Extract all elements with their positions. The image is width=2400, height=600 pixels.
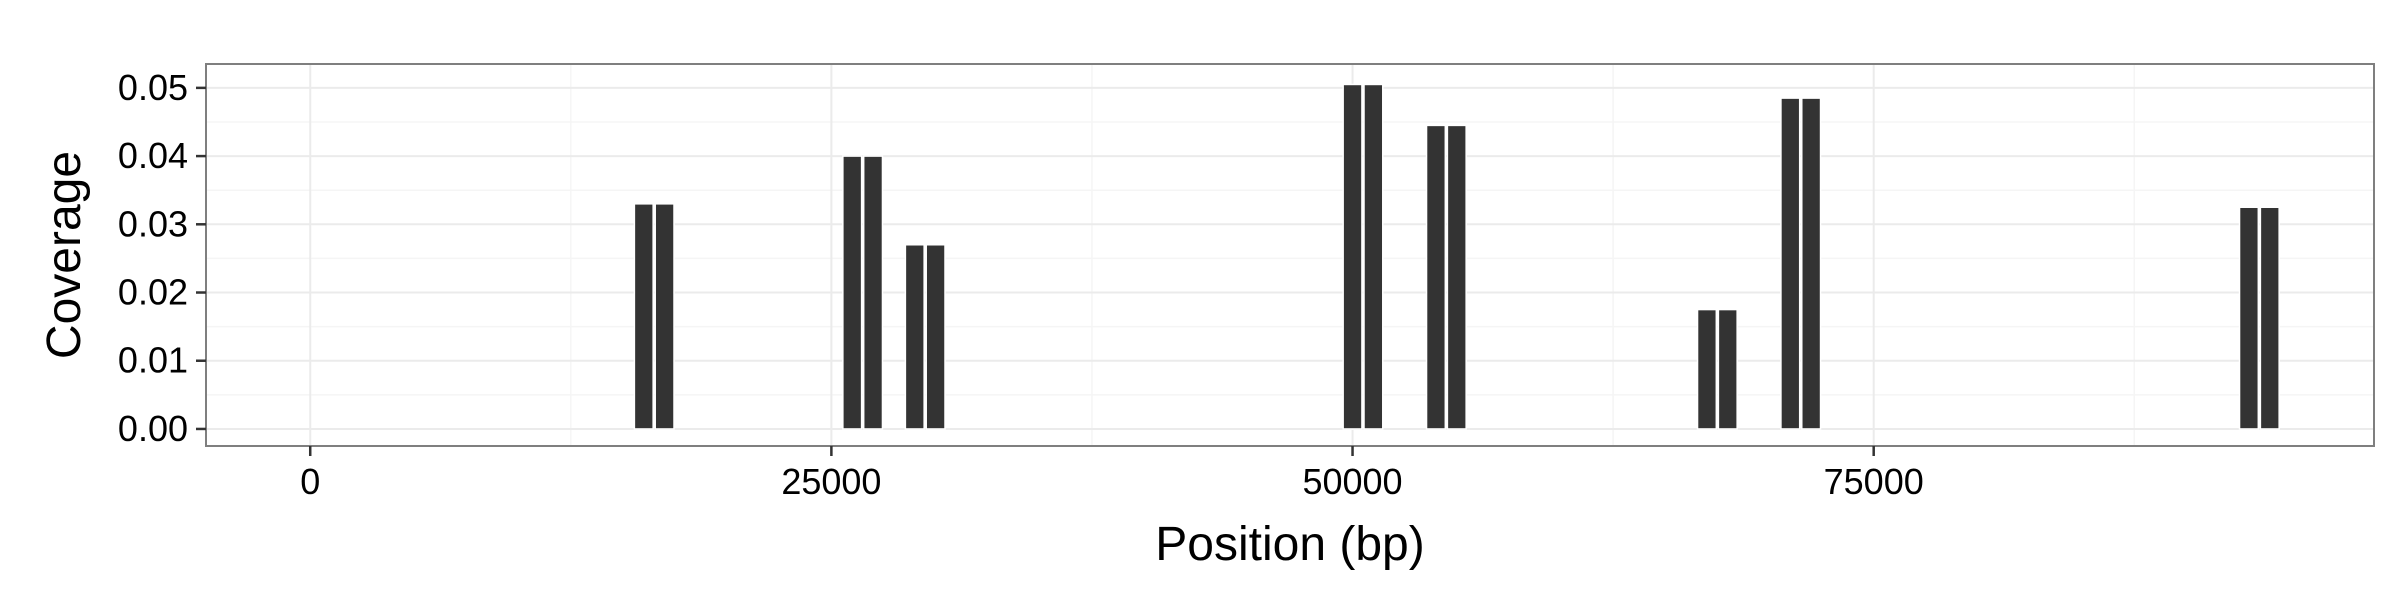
coverage-bar [904,244,925,430]
coverage-bar [654,203,675,430]
y-tick-label: 0.01 [118,340,188,381]
x-tick-label: 0 [300,461,320,502]
coverage-bar [1425,124,1447,430]
coverage-bar [1801,97,1822,430]
coverage-bar [842,155,863,430]
x-tick-label: 25000 [781,461,881,502]
coverage-bar [2259,206,2280,430]
plot-panel-background [206,64,2374,446]
coverage-bar [1696,308,1718,430]
coverage-bar [862,155,884,430]
bars [633,83,2280,430]
coverage-bar [1342,83,1363,430]
coverage-bar [633,203,654,430]
y-tick-label: 0.00 [118,408,188,449]
coverage-bar [2238,206,2260,430]
y-tick-label: 0.04 [118,135,188,176]
coverage-bar [1780,97,1801,430]
grid-lines [206,64,2374,446]
plot-panel-border [205,63,2375,447]
y-tick-label: 0.02 [118,272,188,313]
y-tick-label: 0.05 [118,67,188,108]
x-axis: 0 25000 50000 75000 [300,446,1924,502]
coverage-bar [925,244,946,430]
x-tick-label: 50000 [1302,461,1402,502]
coverage-bar [1363,83,1384,430]
x-tick-label: 75000 [1824,461,1924,502]
x-axis-title: Position (bp) [1155,518,1424,571]
coverage-bar [1446,124,1467,430]
y-axis: 0.00 0.01 0.02 0.03 0.04 0.05 [118,67,206,449]
y-axis-title: Coverage [38,151,91,359]
coverage-bar [1717,308,1738,430]
y-tick-label: 0.03 [118,203,188,244]
